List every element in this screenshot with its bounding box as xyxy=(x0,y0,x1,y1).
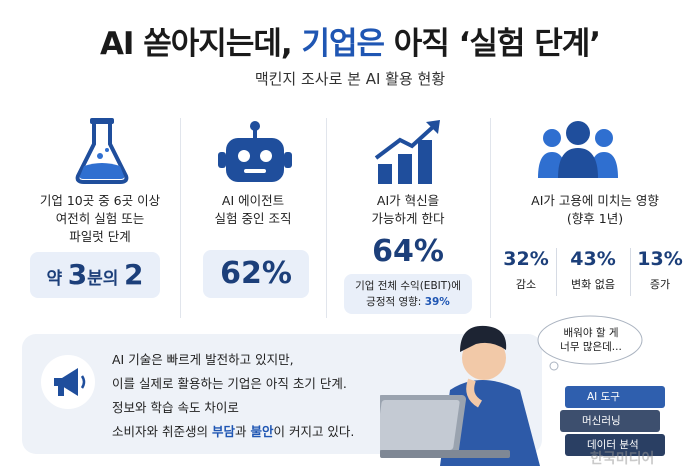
book: 데이터 분석 xyxy=(565,434,665,456)
stat-value: 62% xyxy=(220,256,292,291)
title-highlight: 기업은 xyxy=(301,26,385,62)
text-line: 파일럿 단계 xyxy=(69,229,131,244)
separator xyxy=(556,248,557,296)
emphasis: 불안 xyxy=(250,424,274,439)
stat-value: 2 xyxy=(124,258,144,291)
text-line: 배워야 할 게 xyxy=(563,327,619,339)
text-line: (향후 1년) xyxy=(566,211,624,226)
stat-item: 43% 변화 없음 xyxy=(560,248,626,292)
stat-value: 43% xyxy=(570,248,616,270)
text-line: 여전히 실험 또는 xyxy=(55,211,145,226)
stat-value: 32% xyxy=(503,248,549,270)
stat-box: 62% xyxy=(203,250,309,298)
stat-value: 3 xyxy=(67,258,88,291)
person-illustration xyxy=(380,325,540,466)
text-line: AI가 고용에 미치는 영향 xyxy=(531,193,659,208)
growth-icon xyxy=(374,120,440,184)
title-suffix: 아직 ‘실험 단계’ xyxy=(393,26,601,62)
text-line: 기업 10곳 중 6곳 이상 xyxy=(39,193,161,208)
title-prefix: AI 쏟아지는데, xyxy=(99,26,293,62)
note-text: 기업 전체 수익(EBIT)에 xyxy=(355,280,461,292)
card-description: AI가 혁신을 가능하게 한다 xyxy=(326,192,490,228)
text-line: AI 기술은 빠르게 발전하고 있지만, xyxy=(112,352,294,367)
text-line: AI가 혁신을 xyxy=(376,193,440,208)
flask-icon xyxy=(75,118,129,184)
text-part: 이 커지고 있다. xyxy=(273,424,355,439)
text-part: 소비자와 취준생의 xyxy=(112,424,212,439)
card-description: AI가 고용에 미치는 영향 (향후 1년) xyxy=(490,192,700,228)
separator xyxy=(490,118,491,318)
stat-item: 32% 감소 xyxy=(500,248,552,292)
speech-bubble xyxy=(537,315,643,371)
emphasis: 부담 xyxy=(211,424,235,439)
text-line: 너무 많은데... xyxy=(560,341,622,353)
stat-item: 13% 증가 xyxy=(634,248,686,292)
note-text: 긍정적 영향: xyxy=(366,296,425,308)
people-icon xyxy=(538,121,618,178)
card-description: 기업 10곳 중 6곳 이상 여전히 실험 또는 파일럿 단계 xyxy=(20,192,180,246)
stat-value: 64% xyxy=(372,234,444,269)
stat-value: 13% xyxy=(637,248,683,270)
title: AI 쏟아지는데, 기업은 아직 ‘실험 단계’ xyxy=(0,18,700,63)
text-line: 실험 중인 조직 xyxy=(214,211,292,226)
note-value: 39% xyxy=(424,296,450,308)
employment-stats: 32% 감소 43% 변화 없음 13% 증가 xyxy=(500,248,690,298)
stat-label: 감소 xyxy=(515,278,537,291)
text-line: 가능하게 한다 xyxy=(371,211,445,226)
text-line: 이를 실제로 활용하는 기업은 아직 초기 단계. xyxy=(112,376,347,391)
book: AI 도구 xyxy=(565,386,665,408)
robot-icon xyxy=(218,121,292,182)
megaphone-icon xyxy=(41,355,95,409)
stat-box: 약 3분의 2 xyxy=(30,252,160,298)
watermark: 한국미디어 xyxy=(590,451,655,466)
text-line: 정보와 학습 속도 차이로 xyxy=(112,400,239,415)
stat-text: 분의 xyxy=(87,269,119,289)
separator xyxy=(180,118,181,318)
text-line: AI 에이전트 xyxy=(221,193,285,208)
bubble-text: 배워야 할 게 너무 많은데... xyxy=(545,326,637,354)
stat-label: 변화 없음 xyxy=(571,278,615,291)
separator xyxy=(326,118,327,318)
stat-label: 증가 xyxy=(649,278,671,291)
subtitle: 맥킨지 조사로 본 AI 활용 현황 xyxy=(254,70,446,88)
text-part: 과 xyxy=(234,424,251,439)
note-box: 기업 전체 수익(EBIT)에 긍정적 영향: 39% xyxy=(344,274,472,314)
message-text: AI 기술은 빠르게 발전하고 있지만, 이를 실제로 활용하는 기업은 아직 … xyxy=(112,348,354,444)
stat-text: 약 xyxy=(46,269,63,289)
card-description: AI 에이전트 실험 중인 조직 xyxy=(180,192,326,228)
book: 머신러닝 xyxy=(560,410,660,432)
separator xyxy=(630,248,631,296)
